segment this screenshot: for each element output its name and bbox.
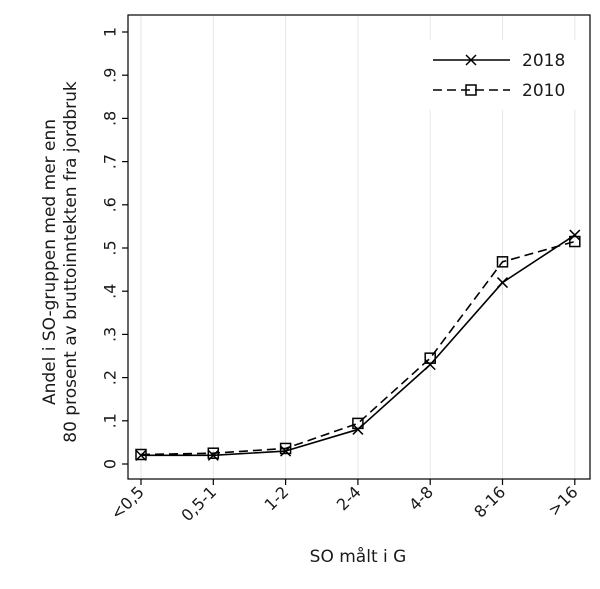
marker-x <box>465 54 477 66</box>
marker-square <box>135 448 147 461</box>
marker-square <box>465 84 477 96</box>
marker-x <box>569 229 581 241</box>
x-tick-label: 4-8 <box>405 482 437 514</box>
legend-box <box>425 40 585 110</box>
marker-square <box>496 256 509 268</box>
y-tick-label: .5 <box>101 240 120 255</box>
marker-square <box>569 235 581 248</box>
legend: 2018 2010 <box>425 40 585 110</box>
marker-x <box>352 423 364 435</box>
y-tick-label: 0 <box>101 459 120 469</box>
legend-entry-2018: 2018 <box>433 51 565 71</box>
y-tick-label: .6 <box>101 197 120 212</box>
series-2018 <box>135 229 581 461</box>
marker-square <box>279 442 292 455</box>
x-tick-label: >16 <box>544 482 581 519</box>
legend-label: 2018 <box>522 51 565 71</box>
marker-square <box>352 417 364 430</box>
y-tick-label: .9 <box>101 68 120 83</box>
series-line <box>140 240 576 456</box>
y-tick-label: .8 <box>101 111 120 126</box>
x-axis-label: SO målt i G <box>310 546 407 567</box>
x-tick-label: <0,5 <box>107 482 148 523</box>
series-2010 <box>135 235 581 461</box>
legend-label: 2010 <box>522 81 565 101</box>
y-tick-label: 1 <box>101 27 120 37</box>
marker-x <box>135 449 147 461</box>
marker-x <box>496 277 509 289</box>
series-group <box>135 229 581 461</box>
plot-frame <box>127 14 591 480</box>
x-tick-label: 2-4 <box>333 482 365 514</box>
y-axis-label-line-2: 80 prosent av bruttoinntekten fra jordbr… <box>61 81 81 443</box>
marker-square <box>424 352 436 364</box>
y-tick-label: .4 <box>101 284 120 299</box>
y-tick-label: .2 <box>101 370 120 385</box>
x-tick-label: 0,5-1 <box>177 482 220 525</box>
x-tick-label: 8-16 <box>470 482 509 521</box>
y-tick-label: .3 <box>101 327 120 342</box>
legend-entry-2010: 2010 <box>433 81 565 101</box>
y-tick-label: .7 <box>101 154 120 169</box>
marker-square <box>207 447 220 459</box>
y-tick-label: .1 <box>101 413 120 428</box>
x-tick-label: 1-2 <box>261 482 293 514</box>
y-axis-label-line-1: Andel i SO-gruppen med mer enn <box>40 119 60 405</box>
